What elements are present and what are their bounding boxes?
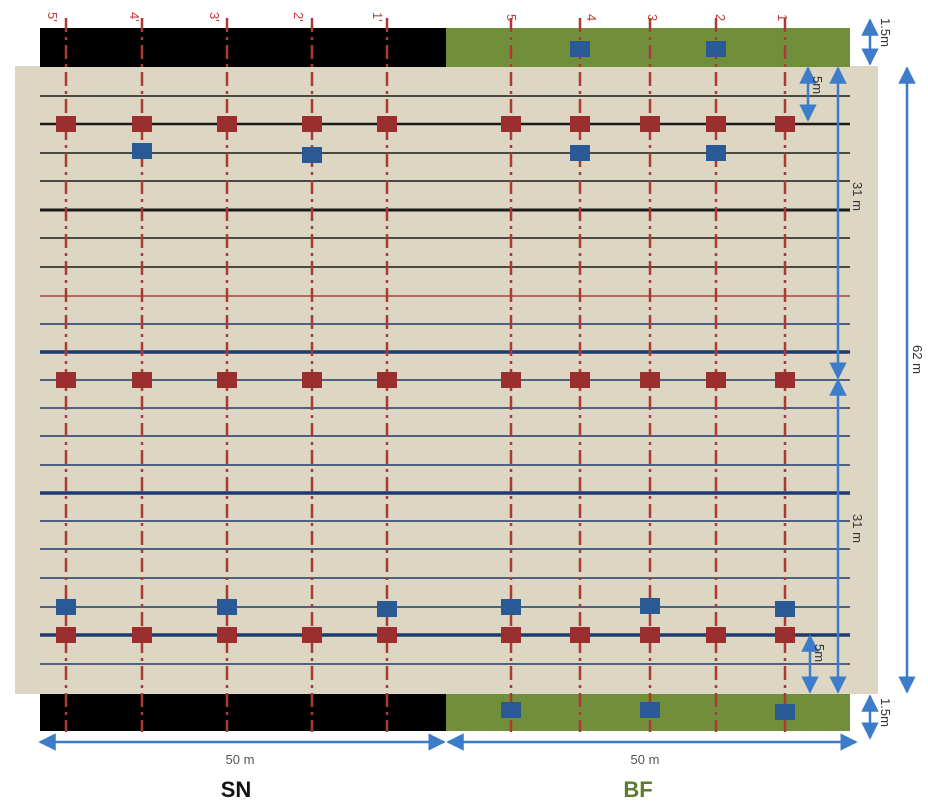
red-marker: [706, 627, 726, 643]
red-marker: [217, 116, 237, 132]
blue-marker: [775, 704, 795, 720]
blue-marker: [302, 147, 322, 163]
section-label-bf: BF: [623, 777, 652, 802]
red-marker: [132, 627, 152, 643]
red-marker: [775, 627, 795, 643]
red-marker: [775, 116, 795, 132]
transect-label-bf-5: 5: [504, 14, 519, 21]
transect-label-bf-4: 4: [584, 14, 599, 21]
red-marker: [56, 372, 76, 388]
red-marker: [775, 372, 795, 388]
red-marker: [377, 116, 397, 132]
blue-marker: [706, 41, 726, 57]
red-marker: [706, 372, 726, 388]
red-marker: [377, 627, 397, 643]
dimension-arrows: [38, 18, 916, 751]
dimension-label-total: 62 m: [910, 345, 925, 374]
red-marker: [501, 372, 521, 388]
dimension-label-half-lower: 31 m: [850, 514, 865, 543]
red-marker: [217, 372, 237, 388]
red-marker: [640, 372, 660, 388]
dimension-label-top-strip: 1.5m: [878, 18, 893, 47]
blue-marker: [501, 599, 521, 615]
red-marker: [56, 116, 76, 132]
dimension-labels: 1.5m 5m 31 m 62 m 31 m 5m 1.5m 50 m 50 m: [226, 18, 925, 767]
red-marker: [570, 116, 590, 132]
red-marker: [132, 372, 152, 388]
dimension-label-bottom-offset: 5m: [812, 644, 827, 662]
red-marker: [217, 627, 237, 643]
red-marker: [570, 627, 590, 643]
blue-marker: [217, 599, 237, 615]
red-marker: [302, 116, 322, 132]
section-label-sn: SN: [221, 777, 252, 802]
transect-label-bf-1: 1: [775, 14, 790, 21]
red-marker: [302, 627, 322, 643]
transect-label-sn-4: 4': [127, 12, 142, 22]
blue-marker: [132, 143, 152, 159]
red-marker: [640, 627, 660, 643]
bf-top-strip: [446, 28, 850, 67]
blue-marker: [640, 702, 660, 718]
dimension-label-top-offset: 5m: [810, 76, 825, 94]
blue-marker: [706, 145, 726, 161]
blue-marker: [570, 145, 590, 161]
transect-label-sn-2: 2': [291, 12, 306, 22]
sn-top-strip: [40, 28, 446, 67]
blue-marker: [570, 41, 590, 57]
transect-label-bf-2: 2: [713, 14, 728, 21]
transect-label-sn-3: 3': [207, 12, 222, 22]
markers: [56, 41, 795, 720]
red-marker: [501, 116, 521, 132]
sn-bottom-strip: [40, 694, 446, 731]
dimension-label-bottom-strip: 1.5m: [878, 698, 893, 727]
blue-marker: [501, 702, 521, 718]
transect-label-bf-3: 3: [645, 14, 660, 21]
transect-labels: 5' 4' 3' 2' 1' 5 4 3 2 1: [45, 12, 790, 22]
blue-marker: [775, 601, 795, 617]
red-marker: [501, 627, 521, 643]
red-marker: [56, 627, 76, 643]
dimension-label-bf-width: 50 m: [631, 752, 660, 767]
blue-marker: [640, 598, 660, 614]
red-marker: [640, 116, 660, 132]
red-marker: [302, 372, 322, 388]
transect-label-sn-5: 5': [45, 12, 60, 22]
red-marker: [706, 116, 726, 132]
blue-marker: [56, 599, 76, 615]
red-marker: [570, 372, 590, 388]
red-marker: [132, 116, 152, 132]
dimension-label-sn-width: 50 m: [226, 752, 255, 767]
transect-label-sn-1: 1': [370, 12, 385, 22]
red-marker: [377, 372, 397, 388]
dimension-label-half-upper: 31 m: [850, 182, 865, 211]
blue-marker: [377, 601, 397, 617]
